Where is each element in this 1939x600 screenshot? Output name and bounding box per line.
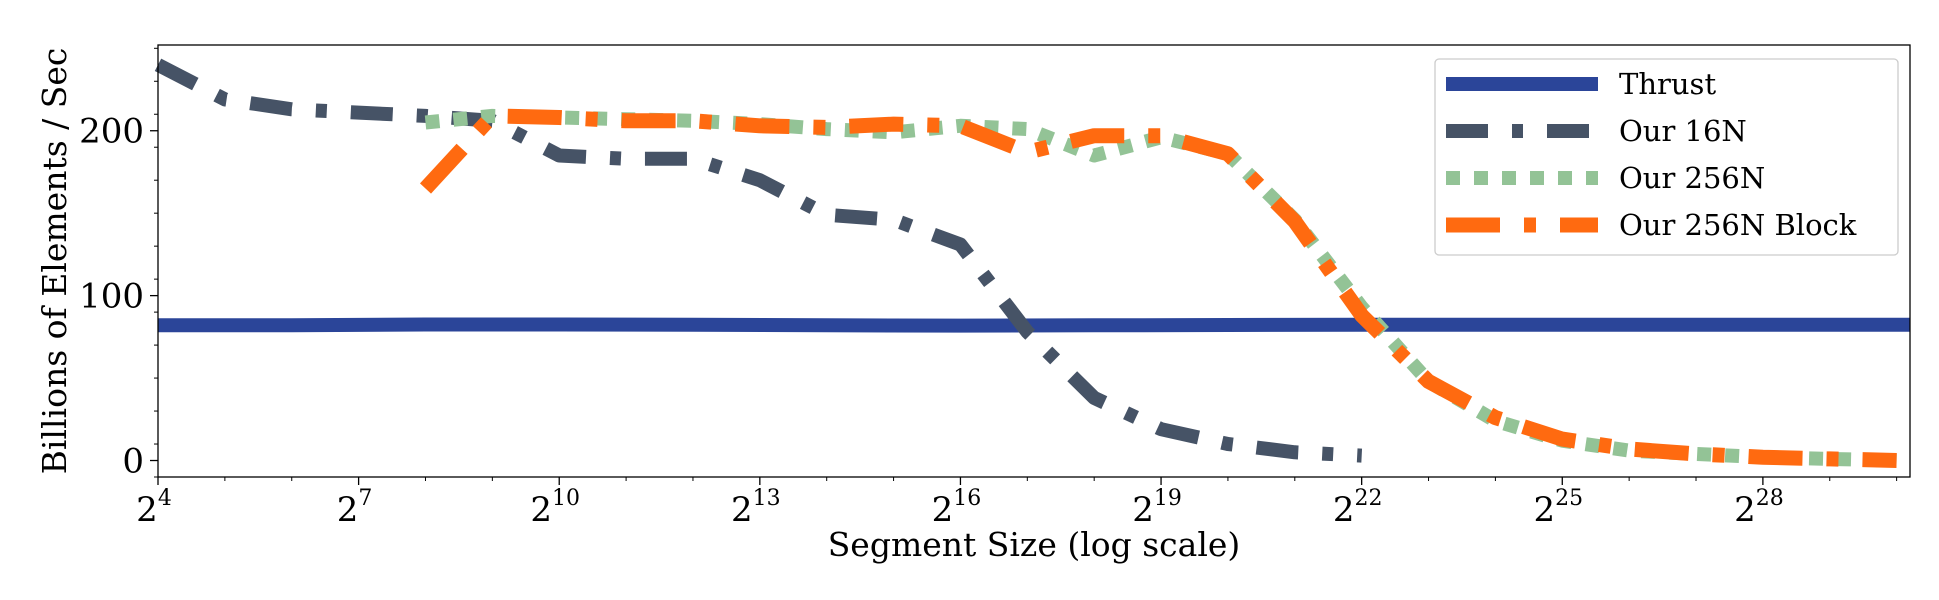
y-tick-label: 0	[122, 442, 144, 482]
y-axis-label: Billions of Elements / Sec	[35, 48, 74, 475]
x-axis-label: Segment Size (log scale)	[828, 525, 1241, 564]
y-tick-label: 200	[79, 112, 144, 152]
x-tick-label: 219	[1132, 486, 1182, 530]
legend-label-3: Our 256N Block	[1619, 208, 1857, 242]
series-line-3	[419, 108, 1897, 468]
legend-label-2: Our 256N	[1619, 161, 1765, 195]
series-layer	[154, 58, 1910, 468]
plot-frame	[157, 44, 1911, 478]
series-line-1	[154, 58, 1363, 463]
legend-box	[1434, 58, 1899, 256]
x-tick-label: 216	[932, 486, 982, 530]
x-axis: 24 27 210 213 216 219 222 225 228	[136, 477, 1898, 530]
x-tick-label: 24	[136, 486, 172, 530]
legend-label-0: Thrust	[1619, 67, 1716, 101]
x-tick-label: 210	[530, 486, 580, 530]
y-axis: 0 100 200	[79, 47, 158, 482]
x-tick-label: 213	[731, 486, 781, 530]
legend-label-1: Our 16N	[1619, 114, 1747, 148]
y-tick-label: 100	[79, 277, 144, 317]
series-line-0	[158, 317, 1910, 333]
x-tick-label: 27	[337, 486, 373, 530]
x-tick-label: 228	[1734, 486, 1784, 530]
x-tick-label: 222	[1333, 486, 1383, 530]
x-tick-label: 225	[1533, 486, 1583, 530]
legend: Thrust Our 16N Our 256N Our 256N Block	[1434, 58, 1899, 256]
